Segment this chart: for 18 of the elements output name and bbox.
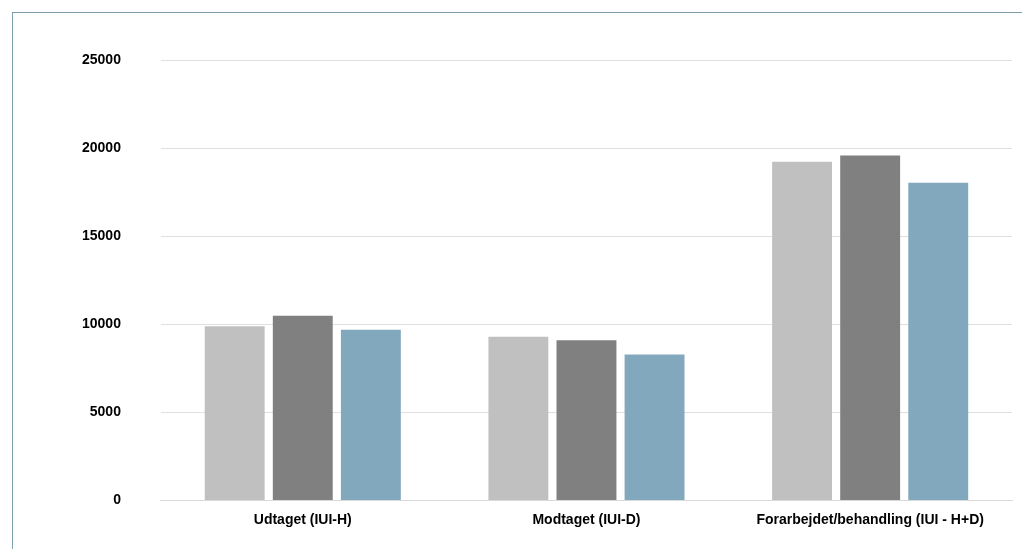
x-tick-label: Modtaget (IUI-D): [532, 510, 641, 527]
y-tick-label: 10000: [81, 315, 122, 332]
bar: [772, 161, 833, 501]
bar: [272, 315, 333, 501]
y-tick-label: 15000: [81, 227, 122, 244]
y-tick-label: 0: [113, 491, 122, 508]
y-tick-label: 20000: [81, 139, 122, 156]
y-tick-label: 5000: [89, 403, 122, 420]
bar: [488, 336, 549, 501]
y-tick-label: 25000: [81, 51, 122, 68]
x-tick-label: Udtaget (IUI-H): [253, 510, 352, 527]
bar: [908, 182, 969, 501]
bar: [556, 340, 617, 501]
x-tick-label: Forarbejdet/behandling (IUI - H+D): [756, 510, 984, 527]
bar: [204, 326, 265, 501]
bar: [340, 329, 401, 501]
bar: [840, 155, 901, 501]
bar: [624, 354, 685, 501]
